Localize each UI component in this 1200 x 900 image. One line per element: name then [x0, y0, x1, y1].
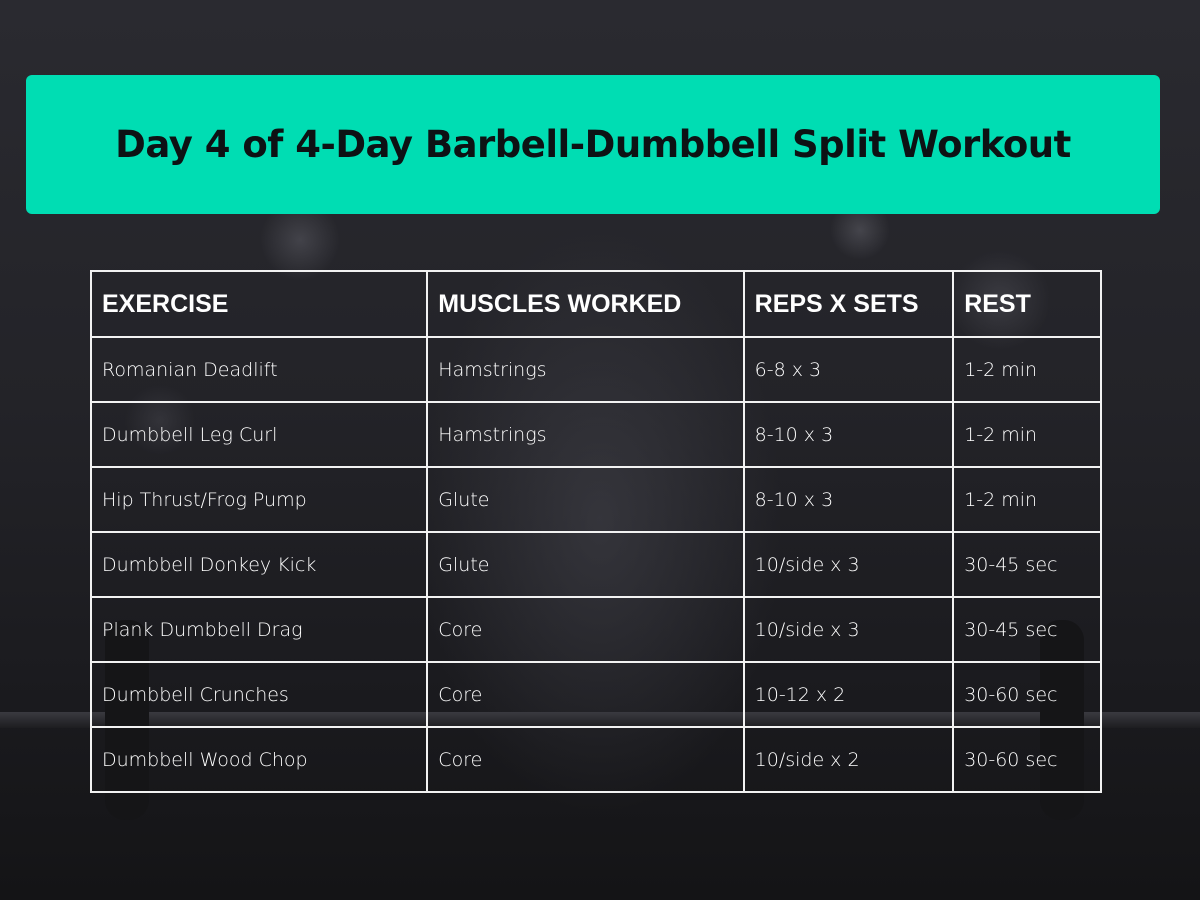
workout-table: EXERCISE MUSCLES WORKED REPS X SETS REST…: [89, 270, 1102, 793]
table-row: Dumbbell Wood Chop Core 10/side x 2 30-60 s…: [89, 726, 1102, 793]
header-reps-sets: REPS X SETS: [742, 270, 955, 338]
muscles-cell: Core: [426, 726, 745, 793]
rest-cell: 1-2 min: [952, 401, 1102, 468]
exercise-cell: Dumbbell Donkey Kick: [89, 531, 429, 598]
table-header-row: EXERCISE MUSCLES WORKED REPS X SETS REST: [89, 270, 1102, 338]
exercise-cell: Dumbbell Wood Chop: [89, 726, 429, 793]
header-rest: REST: [952, 270, 1102, 338]
table-row: Dumbbell Donkey Kick Glute 10/side x 3 30-4…: [89, 531, 1102, 598]
rest-cell: 30-60 sec: [952, 726, 1102, 793]
table-row: Dumbbell Leg Curl Hamstrings 8-10 x 3 1-2 m…: [89, 401, 1102, 468]
reps-sets-cell: 6-8 x 3: [742, 336, 955, 403]
exercise-cell: Romanian Deadlift: [89, 336, 429, 403]
exercise-cell: Dumbbell Leg Curl: [89, 401, 429, 468]
muscles-cell: Hamstrings: [426, 336, 745, 403]
exercise-cell: Plank Dumbbell Drag: [89, 596, 429, 663]
header-exercise: EXERCISE: [89, 270, 429, 338]
table-row: Plank Dumbbell Drag Core 10/side x 3 30-45 …: [89, 596, 1102, 663]
exercise-cell: Dumbbell Crunches: [89, 661, 429, 728]
table-row: Dumbbell Crunches Core 10-12 x 2 30-60 sec: [89, 661, 1102, 728]
muscles-cell: Core: [426, 596, 745, 663]
reps-sets-cell: 10/side x 2: [742, 726, 955, 793]
muscles-cell: Glute: [426, 531, 745, 598]
muscles-cell: Core: [426, 661, 745, 728]
page-title: Day 4 of 4-Day Barbell-Dumbbell Split Wo…: [115, 123, 1071, 166]
table-row: Hip Thrust/Frog Pump Glute 8-10 x 3 1-2 min: [89, 466, 1102, 533]
table-row: Romanian Deadlift Hamstrings 6-8 x 3 1-2 mi…: [89, 336, 1102, 403]
header-muscles-worked: MUSCLES WORKED: [426, 270, 745, 338]
rest-cell: 30-45 sec: [952, 596, 1102, 663]
title-banner: Day 4 of 4-Day Barbell-Dumbbell Split Wo…: [26, 75, 1160, 214]
rest-cell: 1-2 min: [952, 466, 1102, 533]
rest-cell: 30-45 sec: [952, 531, 1102, 598]
rest-cell: 30-60 sec: [952, 661, 1102, 728]
exercise-cell: Hip Thrust/Frog Pump: [89, 466, 429, 533]
reps-sets-cell: 8-10 x 3: [742, 466, 955, 533]
reps-sets-cell: 10/side x 3: [742, 531, 955, 598]
rest-cell: 1-2 min: [952, 336, 1102, 403]
muscles-cell: Hamstrings: [426, 401, 745, 468]
reps-sets-cell: 10-12 x 2: [742, 661, 955, 728]
reps-sets-cell: 8-10 x 3: [742, 401, 955, 468]
reps-sets-cell: 10/side x 3: [742, 596, 955, 663]
muscles-cell: Glute: [426, 466, 745, 533]
